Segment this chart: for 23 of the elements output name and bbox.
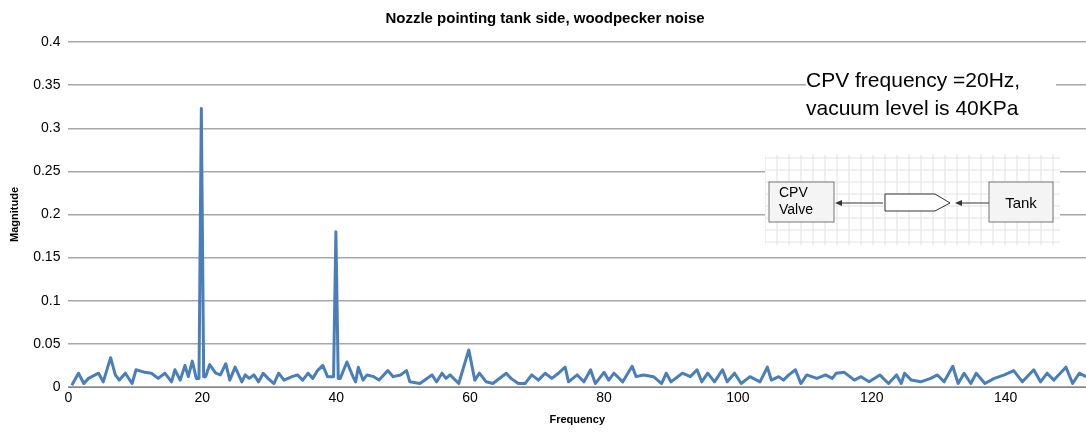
x-tick-label: 0 (64, 389, 73, 406)
y-axis-title: Magnitude (7, 187, 20, 242)
x-tick-label: 20 (194, 389, 211, 406)
x-tick-label: 80 (596, 389, 612, 406)
y-tick-label: 0 (52, 377, 61, 394)
y-tick-label: 0.2 (40, 205, 61, 222)
x-tick-label: 40 (328, 389, 345, 406)
y-tick-label: 0.15 (33, 248, 61, 265)
x-tick-label: 120 (860, 389, 884, 406)
x-tick-label: 100 (726, 389, 750, 406)
y-tick-label: 0.05 (33, 334, 61, 351)
annotation: CPV frequency =20Hz, vacuum level is 40KPa (806, 66, 1056, 122)
x-tick-label: 140 (993, 389, 1018, 406)
x-axis-title: Frequency (549, 413, 606, 426)
y-tick-label: 0.3 (40, 119, 61, 136)
annotation: CPV Valve (778, 183, 814, 218)
y-tick-label: 0.4 (40, 32, 61, 49)
y-tick-label: 0.25 (33, 162, 61, 179)
y-tick-label: 0.1 (40, 291, 61, 308)
x-tick-label: 60 (462, 389, 479, 406)
y-tick-label: 0.35 (33, 75, 61, 92)
chart-title: Nozzle pointing tank side, woodpecker noise (385, 9, 705, 27)
annotation: Tank (1005, 194, 1038, 211)
